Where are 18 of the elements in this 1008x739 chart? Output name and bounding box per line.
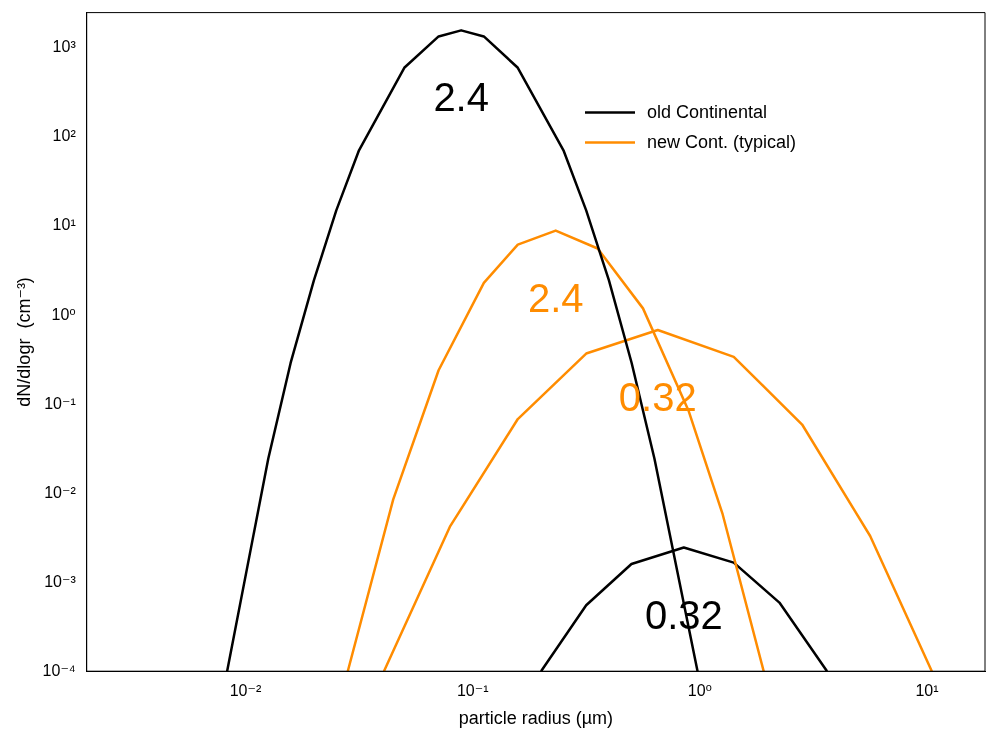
- x-axis-title: particle radius (µm): [458, 708, 614, 729]
- legend-label: new Cont. (typical): [647, 131, 797, 152]
- y-tick-label: 10⁻⁴: [42, 661, 76, 679]
- y-tick-label: 10⁻¹: [44, 394, 76, 412]
- y-tick-label: 10⁰: [51, 305, 76, 323]
- annotation: 2.4: [433, 75, 489, 120]
- y-axis-title: dN/dlogr (cm⁻³): [13, 277, 34, 407]
- y-tick-label: 10²: [52, 127, 77, 145]
- y-tick-label: 10⁻²: [44, 483, 77, 501]
- y-tick-label: 10⁻³: [44, 572, 77, 590]
- y-tick-label: 10¹: [52, 216, 76, 234]
- x-tick-label: 10⁻¹: [456, 682, 489, 700]
- x-tick-label: 10⁰: [687, 682, 712, 700]
- x-tick-label: 10¹: [915, 682, 939, 700]
- legend-label: old Continental: [647, 101, 768, 122]
- annotation: 2.4: [527, 275, 584, 320]
- x-tick-label: 10⁻²: [229, 682, 262, 700]
- y-tick-label: 10³: [52, 38, 77, 56]
